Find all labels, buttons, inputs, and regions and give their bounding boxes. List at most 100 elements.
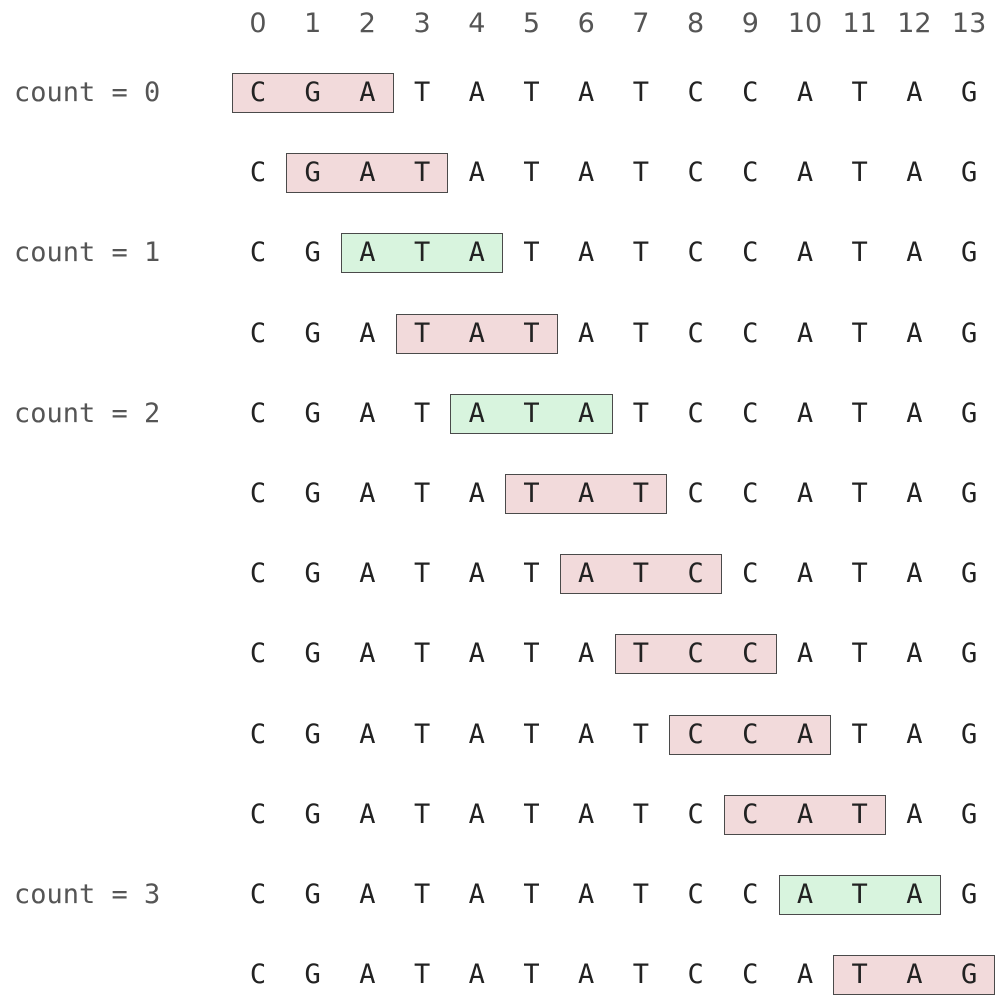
sequence-base: G	[960, 77, 978, 108]
sequence-base: C	[249, 77, 267, 108]
sequence-base: G	[304, 397, 321, 429]
sequence-base: C	[742, 959, 759, 991]
sequence-base: T	[632, 397, 650, 429]
nonmatching-window-box	[669, 714, 832, 755]
sequence-base: A	[906, 879, 923, 910]
sequence-base: A	[468, 397, 485, 429]
sequence-base: A	[906, 478, 923, 509]
nonmatching-window-box	[505, 474, 668, 514]
column-index: 5	[522, 8, 541, 39]
sequence-base: T	[523, 77, 540, 108]
sequence-base: C	[742, 157, 759, 189]
sequence-base: C	[249, 959, 267, 991]
column-index: 12	[897, 8, 932, 39]
sequence-base: A	[578, 77, 595, 108]
sequence-base: C	[742, 798, 759, 830]
column-index: 10	[787, 8, 823, 39]
sequence-base: A	[906, 798, 923, 830]
sequence-base: T	[632, 317, 650, 349]
sequence-base: A	[468, 157, 485, 189]
sequence-base: G	[304, 317, 321, 349]
sequence-base: A	[796, 397, 814, 429]
sequence-base: C	[249, 718, 267, 750]
matching-window-box	[450, 393, 613, 434]
sequence-base: G	[960, 157, 978, 189]
sequence-base: G	[960, 397, 978, 429]
column-index: 6	[577, 8, 595, 39]
sequence-base: T	[413, 77, 431, 108]
column-index: 2	[358, 8, 376, 39]
sequence-base: A	[578, 959, 595, 991]
sequence-base: G	[304, 798, 321, 830]
nonmatching-window-box	[614, 634, 777, 675]
count-label: count = 1	[14, 237, 161, 269]
sequence-base: A	[796, 478, 814, 509]
sequence-base: A	[796, 237, 814, 269]
sequence-base: T	[523, 959, 540, 991]
column-index: 11	[842, 8, 877, 39]
sequence-base: T	[851, 157, 868, 189]
sequence-base: A	[359, 718, 376, 750]
sequence-base: C	[742, 317, 759, 349]
sequence-base: A	[359, 237, 376, 269]
sequence-base: A	[906, 638, 923, 670]
sequence-base: T	[632, 77, 650, 108]
sequence-base: T	[851, 237, 868, 269]
sequence-base: C	[742, 638, 759, 670]
sequence-base: T	[413, 317, 431, 349]
sequence-base: A	[796, 317, 814, 349]
count-label: count = 3	[14, 879, 161, 910]
column-index: 1	[304, 8, 322, 39]
sequence-base: G	[304, 157, 321, 189]
sequence-base: T	[851, 558, 868, 590]
sequence-base: C	[249, 558, 267, 590]
sequence-base: C	[687, 77, 704, 108]
sequence-base: T	[851, 478, 868, 509]
sequence-base: A	[578, 879, 595, 910]
sequence-base: T	[523, 317, 540, 349]
sequence-base: T	[851, 397, 868, 429]
sequence-base: G	[304, 77, 321, 108]
sequence-base: T	[523, 478, 540, 509]
sequence-base: T	[851, 718, 868, 750]
sequence-base: A	[578, 558, 595, 590]
nonmatching-window-box	[286, 153, 449, 194]
sequence-base: G	[960, 798, 978, 830]
sequence-base: T	[632, 558, 650, 590]
sequence-base: T	[632, 638, 650, 670]
sequence-base: C	[742, 879, 759, 910]
sequence-base: T	[851, 77, 868, 108]
sequence-base: T	[413, 959, 431, 991]
sequence-base: A	[578, 798, 595, 830]
sequence-base: C	[249, 798, 267, 830]
sequence-base: A	[796, 879, 814, 910]
column-index: 7	[632, 8, 650, 39]
sequence-base: A	[578, 397, 595, 429]
sequence-base: C	[249, 237, 267, 269]
sequence-base: T	[413, 157, 431, 189]
sequence-base: C	[742, 237, 759, 269]
sequence-base: A	[906, 959, 923, 991]
sequence-base: T	[523, 397, 540, 429]
sequence-base: C	[687, 718, 704, 750]
sequence-base: A	[359, 77, 376, 108]
column-index: 13	[951, 8, 987, 39]
sequence-base: A	[796, 718, 814, 750]
sequence-base: G	[304, 718, 321, 750]
count-label: count = 2	[14, 397, 161, 429]
sequence-base: A	[578, 157, 595, 189]
sequence-base: A	[359, 798, 376, 830]
sequence-base: T	[413, 798, 431, 830]
sequence-base: T	[632, 879, 650, 910]
sequence-base: T	[632, 478, 650, 509]
sequence-base: A	[578, 237, 595, 269]
sequence-base: C	[687, 317, 704, 349]
sequence-base: A	[906, 558, 923, 590]
sequence-base: A	[796, 157, 814, 189]
sequence-base: G	[960, 638, 978, 670]
sequence-base: G	[304, 558, 321, 590]
sequence-base: G	[960, 959, 978, 991]
sequence-base: C	[249, 397, 267, 429]
sequence-base: G	[960, 879, 978, 910]
sequence-base: T	[413, 638, 431, 670]
